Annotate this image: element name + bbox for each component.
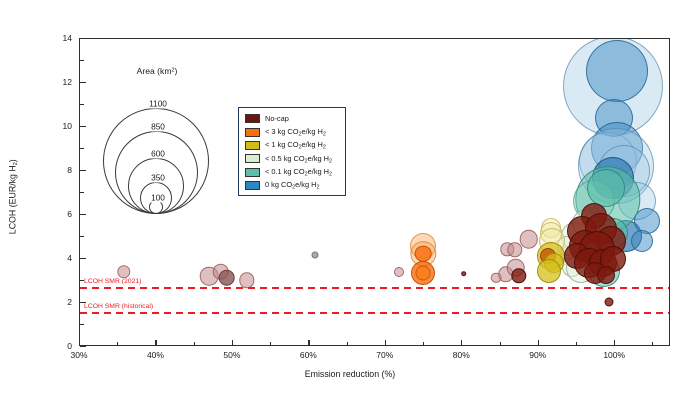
legend-item-label: 0 kg CO2e/kg H2	[265, 180, 320, 191]
y-tick-label: 10	[62, 120, 72, 131]
x-minor-tick	[117, 342, 119, 346]
x-axis-title: Emission reduction (%)	[304, 369, 396, 379]
x-major-tick	[231, 340, 234, 346]
x-minor-tick	[652, 342, 654, 346]
y-major-tick	[80, 125, 86, 128]
y-major-tick	[80, 301, 86, 303]
legend-swatch	[245, 181, 260, 191]
legend-item: < 0.1 kg CO2e/kg H2	[245, 166, 340, 179]
legend-swatch	[245, 114, 260, 124]
y-tick-label: 6	[67, 208, 72, 219]
y-tick-label: 0	[67, 340, 72, 351]
bubble	[511, 268, 527, 284]
bubble	[461, 270, 467, 277]
legend-item: < 1 kg CO2e/kg H2	[245, 139, 340, 152]
y-minor-tick	[80, 323, 84, 325]
bubble	[507, 242, 523, 258]
y-major-tick	[80, 169, 86, 171]
smr-reference-label: LCOH SMR (2021)	[84, 278, 142, 286]
legend-item: No-cap	[245, 112, 340, 125]
y-axis-title: LCOH (EUR/kg H2)	[7, 159, 19, 235]
bubble	[393, 266, 404, 277]
smr-reference-line	[80, 287, 669, 290]
y-major-tick	[80, 38, 86, 40]
y-tick-label: 14	[62, 33, 72, 43]
x-tick-label: 90%	[529, 350, 547, 360]
legend-swatch	[245, 154, 260, 164]
legend-swatch	[245, 127, 260, 137]
y-major-tick	[80, 81, 86, 84]
legend-item: < 3 kg CO2e/kg H2	[245, 125, 340, 138]
bubble	[116, 264, 131, 279]
bubble	[311, 251, 319, 259]
x-minor-tick	[193, 342, 195, 346]
size-legend-title: Area (km2)	[136, 66, 178, 76]
y-minor-tick	[80, 59, 84, 61]
bubble	[414, 245, 432, 262]
bubble	[238, 272, 255, 289]
legend-item-label: < 0.5 kg CO2e/kg H2	[265, 153, 333, 165]
bubble	[537, 258, 562, 283]
x-major-tick	[155, 340, 157, 346]
size-legend-circle	[149, 200, 163, 214]
size-legend-value: 850	[149, 121, 167, 131]
x-minor-tick	[423, 342, 425, 346]
y-major-tick	[80, 257, 86, 259]
x-major-tick	[79, 340, 81, 346]
y-tick-label: 4	[67, 252, 72, 263]
bubble	[519, 230, 539, 249]
legend-item: 0 kg CO2e/kg H2	[245, 179, 340, 192]
x-tick-label: 60%	[299, 350, 317, 360]
y-minor-tick	[80, 279, 84, 281]
y-tick-label: 12	[62, 76, 72, 87]
bubble	[587, 168, 625, 207]
smr-reference-line	[80, 312, 669, 315]
bubble	[415, 265, 431, 281]
x-minor-tick	[270, 342, 272, 346]
x-major-tick	[537, 340, 539, 346]
y-minor-tick	[80, 147, 84, 149]
plot-area: LCOH SMR (2021) LCOH SMR (historical)	[79, 38, 670, 346]
x-minor-tick	[499, 342, 501, 346]
y-minor-tick	[80, 103, 84, 105]
y-minor-tick	[80, 191, 84, 193]
x-major-tick	[308, 340, 310, 346]
bubble	[585, 40, 648, 103]
bubble	[218, 269, 236, 287]
x-major-tick	[614, 340, 616, 346]
y-major-tick	[80, 345, 86, 347]
size-legend-value: 350	[149, 172, 167, 182]
x-tick-label: 100%	[603, 350, 626, 360]
x-major-tick	[384, 340, 386, 346]
x-minor-tick	[346, 342, 348, 346]
bubble	[633, 208, 660, 235]
y-tick-label: 2	[67, 296, 72, 307]
y-tick-label: 8	[67, 164, 72, 175]
y-major-tick	[80, 213, 86, 215]
size-legend-value: 100	[149, 192, 167, 202]
x-tick-label: 70%	[376, 350, 394, 360]
legend-swatch	[245, 167, 260, 177]
bubble	[604, 297, 614, 307]
legend-item-label: < 0.1 kg CO2e/kg H2	[265, 167, 333, 178]
y-minor-tick	[80, 235, 84, 237]
legend-item: < 0.5 kg CO2e/kg H2	[245, 152, 340, 165]
x-minor-tick	[575, 342, 577, 346]
x-tick-label: 50%	[223, 350, 241, 360]
x-tick-label: 30%	[70, 350, 88, 360]
legend-item-label: < 1 kg CO2e/kg H2	[265, 140, 326, 151]
legend-item-label: < 3 kg CO2e/kg H2	[265, 126, 326, 138]
category-legend: No-cap < 3 kg CO2e/kg H2 < 1 kg CO2e/kg H2…	[238, 107, 346, 197]
smr-reference-label: LCOH SMR (historical)	[84, 303, 154, 311]
x-major-tick	[461, 340, 463, 346]
size-legend-value: 600	[149, 148, 167, 158]
x-tick-label: 40%	[146, 350, 164, 360]
size-legend-value: 1100	[147, 98, 169, 108]
bubble	[597, 265, 615, 284]
x-tick-label: 80%	[452, 350, 470, 360]
legend-item-label: No-cap	[265, 114, 289, 124]
bubble	[630, 230, 653, 253]
legend-swatch	[245, 140, 260, 150]
